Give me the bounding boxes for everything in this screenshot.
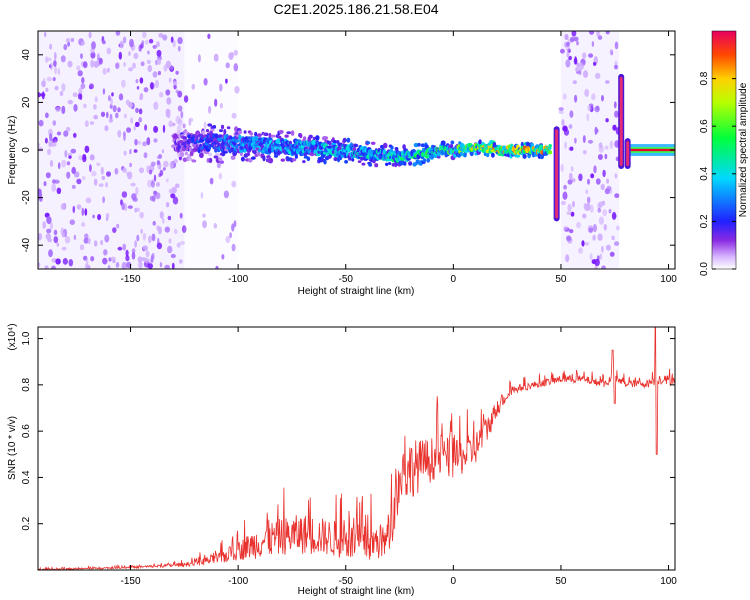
- figure-title: C2E1.2025.186.21.58.E04: [273, 1, 438, 17]
- transient-2: [624, 138, 631, 170]
- snr-xtick-label: -50: [339, 576, 354, 587]
- snr-ylabel: SNR (10 * v/v): [7, 416, 18, 480]
- colorbar-label: Normalized spectral amplitude: [738, 82, 749, 217]
- snr-series-line: [38, 327, 675, 570]
- spectrogram-ytick-label: -40: [21, 238, 32, 253]
- spectral-ridge: [171, 122, 553, 168]
- colorbar-tick-label: 0.8: [699, 71, 710, 85]
- noise-region-0: [38, 31, 187, 269]
- late-band: [629, 144, 675, 156]
- colorbar: 0.0 0.2 0.4 0.6 0.8 Normalized spectral ampl…: [699, 30, 749, 276]
- snr-xtick-label: 100: [660, 576, 677, 587]
- colorbar-tick-label: 0.0: [699, 262, 710, 276]
- snr-frame: [37, 326, 676, 571]
- spectrogram-xtick-label: -150: [121, 274, 141, 285]
- spectrogram-ylabel: Frequency (Hz): [7, 116, 18, 185]
- colorbar-tick-label: 0.6: [699, 119, 710, 133]
- transient-1: [618, 73, 625, 170]
- spectrogram-xtick-label: -50: [339, 274, 354, 285]
- spectrogram-xtick-label: -100: [228, 274, 248, 285]
- noise-region-2: [558, 31, 621, 269]
- snr-xtick-label: 50: [555, 576, 567, 587]
- spectrogram-ytick-label: -20: [21, 190, 32, 205]
- snr-ytick-label: 0.2: [21, 516, 32, 530]
- colorbar-gradient: [711, 30, 737, 270]
- snr-ytick-label: 1.0: [21, 331, 32, 345]
- snr-ytick-label: 0.8: [21, 377, 32, 391]
- colorbar-tick-label: 0.4: [699, 166, 710, 180]
- snr-xtick-label: -150: [121, 576, 141, 587]
- spectrogram-panel: -150 -100 -50 0 50 100 -40 -20 0 20 40 Height of s…: [7, 30, 677, 297]
- spectrogram-ytick-label: 20: [21, 96, 32, 108]
- snr-xtick-label: -100: [228, 576, 248, 587]
- spectrogram-ytick-label: 40: [21, 49, 32, 61]
- snr-panel: -150 -100 -50 0 50 100 0.2 0.4 0.6 0.8 1.0 Height …: [7, 323, 677, 597]
- spectrogram-xtick-label: 50: [555, 274, 567, 285]
- transient-0: [553, 126, 560, 222]
- spectrogram-xtick-label: 100: [660, 274, 677, 285]
- spectrogram-ytick-label: 0: [21, 147, 32, 153]
- snr-xlabel: Height of straight line (km): [298, 586, 415, 597]
- snr-ytick-label: 0.6: [21, 424, 32, 438]
- spectrogram-xtick-label: 0: [451, 274, 457, 285]
- spectrogram-xlabel: Height of straight line (km): [298, 286, 415, 297]
- snr-multiplier: (x10⁴): [7, 323, 18, 350]
- colorbar-tick-label: 0.2: [699, 214, 710, 228]
- snr-xtick-label: 0: [451, 576, 457, 587]
- snr-ytick-label: 0.4: [21, 470, 32, 484]
